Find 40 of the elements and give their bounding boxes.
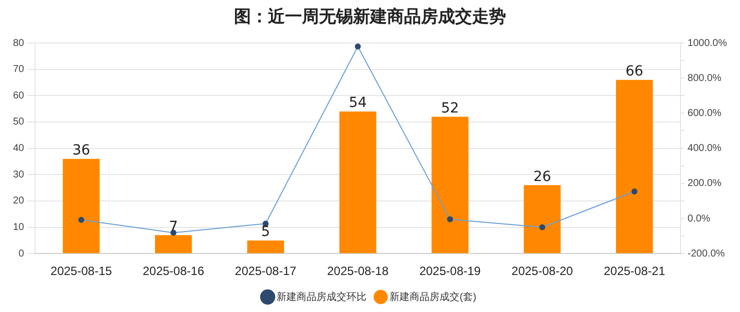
bar <box>616 80 653 254</box>
y-tick-label: 70 <box>13 64 25 76</box>
text: 54 <box>348 95 367 112</box>
y-tick-label: 40 <box>13 143 25 154</box>
text: 7 <box>168 218 178 235</box>
text: 66 <box>626 63 644 80</box>
y-tick-label: 30 <box>13 169 25 180</box>
text: 52 <box>441 100 459 116</box>
y-tick-label: 20 <box>13 196 25 207</box>
y2-tick-label: 400.0% <box>688 143 722 154</box>
bar <box>62 158 100 254</box>
text: 5 <box>261 224 270 240</box>
legend-label: 新建商品房成交环比 <box>276 290 367 303</box>
y2-tick-label: 600.0% <box>688 108 722 119</box>
bar <box>432 116 468 254</box>
x-tick-label: 2025-08-20 <box>512 264 574 278</box>
x-tick-label: 2025-08-16 <box>142 264 204 278</box>
legend-label: 新建商品房成交(套) <box>390 290 476 303</box>
bar <box>247 240 284 254</box>
y-tick-label: 10 <box>13 222 25 234</box>
bar <box>154 235 192 254</box>
y2-tick-label: -200.0% <box>688 248 725 260</box>
y2-tick-label: 800.0% <box>688 72 722 84</box>
bar <box>524 185 561 254</box>
text: 26 <box>533 168 552 185</box>
x-tick-label: 2025-08-21 <box>604 264 666 278</box>
x-tick-label: 2025-08-15 <box>50 264 112 278</box>
bar <box>339 111 376 254</box>
y-tick-label: 80 <box>13 38 25 49</box>
y2-tick-label: 200.0% <box>688 178 722 190</box>
y-tick-label: 0 <box>18 248 25 260</box>
y-tick-label: 60 <box>13 90 25 102</box>
y2-tick-label: 1000.0% <box>688 38 728 49</box>
chart-title: 图：近一周无锡新建商品房成交走势 <box>233 6 507 29</box>
y-tick-label: 50 <box>13 116 25 128</box>
x-tick-label: 2025-08-19 <box>419 264 482 278</box>
x-tick-label: 2025-08-17 <box>234 264 297 278</box>
x-tick-label: 2025-08-18 <box>327 264 389 278</box>
text: 36 <box>72 142 90 158</box>
y2-tick-label: 0.0% <box>688 213 710 224</box>
